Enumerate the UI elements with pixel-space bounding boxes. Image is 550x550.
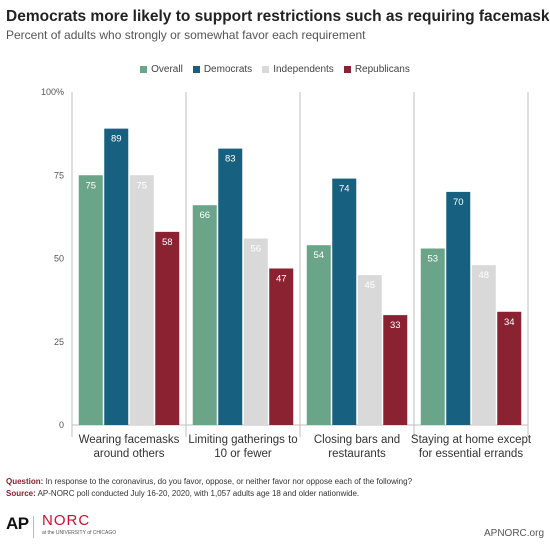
legend-swatch-democrats [192,66,200,73]
bar-democrats [332,178,357,425]
bar-value-label: 47 [276,273,287,284]
legend-label-democrats: Democrats [203,64,253,75]
bar-overall [192,205,217,425]
bar-value-label: 54 [313,250,324,261]
y-tick-label: 25 [54,337,64,347]
bar-value-label: 75 [136,180,147,191]
bar-overall [420,248,445,425]
bar-value-label: 58 [162,237,173,248]
bar-value-label: 53 [427,254,438,265]
site-link[interactable]: APNORC.org [483,528,544,539]
bar-independents [357,275,382,425]
y-tick-label: 75 [54,170,64,180]
footer-question: Question: In response to the coronavirus… [6,477,546,486]
legend-label-independents: Independents [273,64,334,75]
logo-divider [33,516,34,538]
chart-subtitle: Percent of adults who strongly or somewh… [6,28,366,42]
bar-value-label: 89 [111,134,122,145]
bar-republicans [269,268,294,425]
bar-democrats [446,191,471,425]
legend-item-overall: Overall [140,64,183,75]
bar-independents [129,175,154,425]
bar-value-label: 48 [478,270,489,281]
bar-overall [306,245,331,425]
footer-source-text: AP-NORC poll conducted July 16-20, 2020,… [37,489,360,498]
bar-value-label: 66 [199,210,210,221]
y-tick-label: 100% [41,87,64,97]
footer-source-label: Source: [6,489,36,498]
bar-chart: 0 25 50 75 100% 75 89 75 58 Wearing facemasks arou… [41,87,532,460]
bar-value-label: 34 [504,317,515,328]
bar-value-label: 74 [339,184,350,195]
bar-value-label: 70 [453,197,464,208]
bar-republicans [497,311,522,425]
x-category-label: Limiting gatherings to 10 or fewer [188,434,297,460]
ap-logo: AP [6,514,29,533]
bar-democrats [104,128,129,425]
x-category-label: Wearing facemasks around others [79,434,180,460]
bar-value-label: 75 [85,180,96,191]
norc-logo-subtext: at the UNIVERSITY of CHICAGO [42,530,117,536]
footer-question-text: In response to the coronavirus, do you f… [45,477,413,486]
bar-republicans [383,315,408,425]
legend-label-overall: Overall [151,64,183,75]
legend-swatch-overall [140,66,148,73]
bar-value-label: 45 [364,280,375,291]
bar-value-label: 56 [250,244,261,255]
legend-item-independents: Independents [262,64,334,75]
bar-democrats [218,148,243,426]
legend-swatch-republicans [343,66,351,73]
legend-swatch-independents [262,66,270,73]
legend-item-democrats: Democrats [192,64,253,75]
norc-logo: NORC [42,512,91,529]
bar-value-label: 33 [390,320,401,331]
x-category-label: Closing bars and restaurants [314,434,400,460]
chart-legend: Overall Democrats Independents Republica… [0,64,550,75]
y-tick-label: 0 [59,420,64,430]
bar-value-label: 83 [225,154,236,165]
bar-republicans [155,231,180,425]
footer-source: Source: AP-NORC poll conducted July 16-2… [6,489,546,498]
chart-title: Democrats more likely to support restric… [6,8,550,25]
bar-independents [243,238,268,425]
bar-independents [471,265,496,425]
footer-question-label: Question: [6,477,44,486]
x-category-label: Staying at home except for essential erra… [411,434,532,460]
y-tick-label: 50 [54,254,64,264]
legend-label-republicans: Republicans [354,64,410,75]
legend-item-republicans: Republicans [343,64,410,75]
bar-overall [78,175,103,425]
